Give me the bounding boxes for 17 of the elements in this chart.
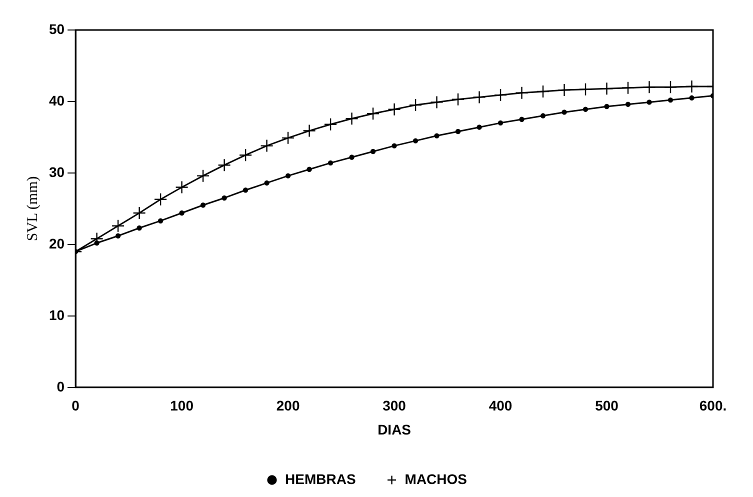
x-tick-label: 100 <box>170 398 194 414</box>
y-tick-label: 40 <box>48 92 65 108</box>
y-axis-title: SVL (mm) <box>24 176 41 242</box>
y-tick-label: 50 <box>48 20 65 37</box>
x-tick-label: 0 <box>72 398 80 414</box>
x-tick-label: 300 <box>382 398 406 414</box>
x-tick-label: 500 <box>595 398 619 414</box>
x-axis-title: DIAS <box>378 421 412 438</box>
y-tick-label: 20 <box>48 235 65 252</box>
x-tick-label: 600. <box>699 398 727 414</box>
x-tick-label: 400 <box>488 398 512 414</box>
y-tick-label: 10 <box>48 306 65 323</box>
x-tick-label: 200 <box>276 398 300 414</box>
legend-label: HEMBRAS <box>285 470 356 487</box>
y-tick-label: 30 <box>48 164 65 180</box>
y-tick-label: 0 <box>56 378 65 394</box>
legend-label: MACHOS <box>404 470 468 487</box>
